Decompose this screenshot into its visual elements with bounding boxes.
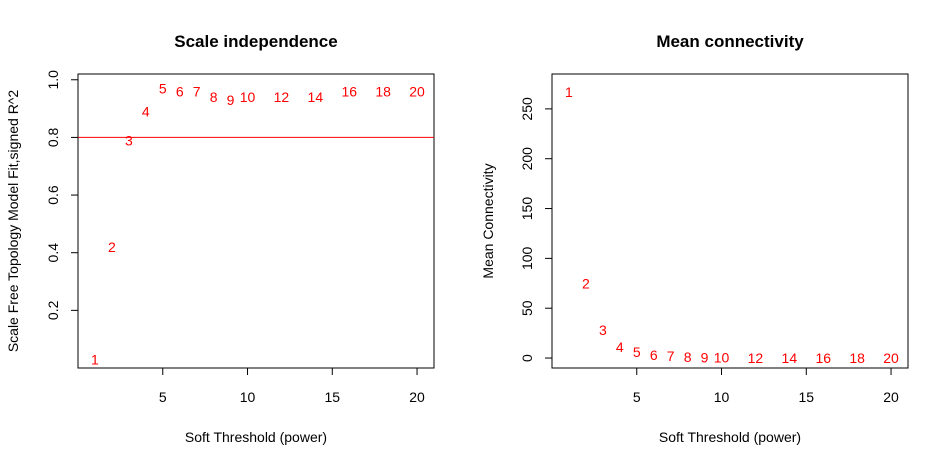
si-y-tick-label: 0.2 — [45, 300, 61, 320]
mc-data-point: 6 — [650, 347, 658, 363]
si-data-point: 2 — [108, 239, 116, 255]
si-y-tick-label: 0.6 — [45, 185, 61, 205]
si-x-tick-label: 20 — [409, 389, 425, 405]
mc-y-axis-label: Mean Connectivity — [480, 163, 496, 278]
si-data-point: 9 — [227, 92, 235, 108]
mc-data-point: 16 — [815, 350, 831, 366]
mc-data-point: 4 — [616, 339, 624, 355]
si-data-point: 6 — [176, 83, 184, 99]
mc-x-tick-label: 10 — [714, 389, 730, 405]
mc-chart-title: Mean connectivity — [656, 32, 804, 51]
mc-data-point: 12 — [748, 350, 764, 366]
si-data-point: 18 — [375, 83, 391, 99]
si-y-tick-label: 1.0 — [45, 70, 61, 90]
si-data-point: 14 — [308, 89, 324, 105]
si-data-point: 16 — [341, 83, 357, 99]
mc-plot-frame — [551, 73, 909, 369]
si-data-point: 1 — [91, 351, 99, 367]
si-data-point: 3 — [125, 132, 133, 148]
mc-data-point: 7 — [667, 348, 675, 364]
mc-data-point: 14 — [782, 350, 798, 366]
mc-data-point: 5 — [633, 344, 641, 360]
mc-x-tick-label: 15 — [798, 389, 814, 405]
mc-data-point: 8 — [684, 349, 692, 365]
mc-data-point: 1 — [565, 84, 573, 100]
si-data-point: 20 — [409, 83, 425, 99]
mc-data-point: 3 — [599, 322, 607, 338]
scale-independence-panel: Scale independence Soft Threshold (power)… — [5, 32, 435, 445]
si-plot-frame — [77, 73, 435, 369]
mc-data-point: 18 — [849, 350, 865, 366]
si-x-tick-label: 5 — [159, 389, 167, 405]
mc-data-point: 10 — [714, 350, 730, 366]
mc-data-point: 2 — [582, 275, 590, 291]
mc-y-tick-label: 150 — [519, 197, 535, 221]
mc-x-axis-label: Soft Threshold (power) — [659, 429, 801, 445]
mc-y-tick-label: 50 — [519, 300, 535, 316]
si-chart-title: Scale independence — [174, 32, 337, 51]
si-x-tick-label: 10 — [240, 389, 256, 405]
si-data-point: 12 — [274, 89, 290, 105]
si-data-point: 5 — [159, 80, 167, 96]
si-y-axis-label: Scale Free Topology Model Fit,signed R^2 — [5, 90, 21, 353]
mc-y-tick-label: 0 — [519, 354, 535, 362]
mc-y-tick-label: 250 — [519, 97, 535, 121]
si-data-point: 10 — [240, 89, 256, 105]
si-data-point: 7 — [193, 83, 201, 99]
si-y-tick-label: 0.8 — [45, 127, 61, 147]
mc-data-point: 9 — [701, 350, 709, 366]
si-data-point: 4 — [142, 103, 150, 119]
mc-x-tick-label: 20 — [883, 389, 899, 405]
mc-x-tick-label: 5 — [633, 389, 641, 405]
mc-y-tick-label: 200 — [519, 147, 535, 171]
mean-connectivity-panel: Mean connectivity Soft Threshold (power) M… — [480, 32, 909, 445]
si-x-tick-label: 15 — [324, 389, 340, 405]
si-y-tick-label: 0.4 — [45, 243, 61, 263]
si-data-point: 8 — [210, 89, 218, 105]
mc-y-tick-label: 100 — [519, 246, 535, 270]
si-x-axis-label: Soft Threshold (power) — [185, 429, 327, 445]
mc-data-point: 20 — [883, 350, 899, 366]
